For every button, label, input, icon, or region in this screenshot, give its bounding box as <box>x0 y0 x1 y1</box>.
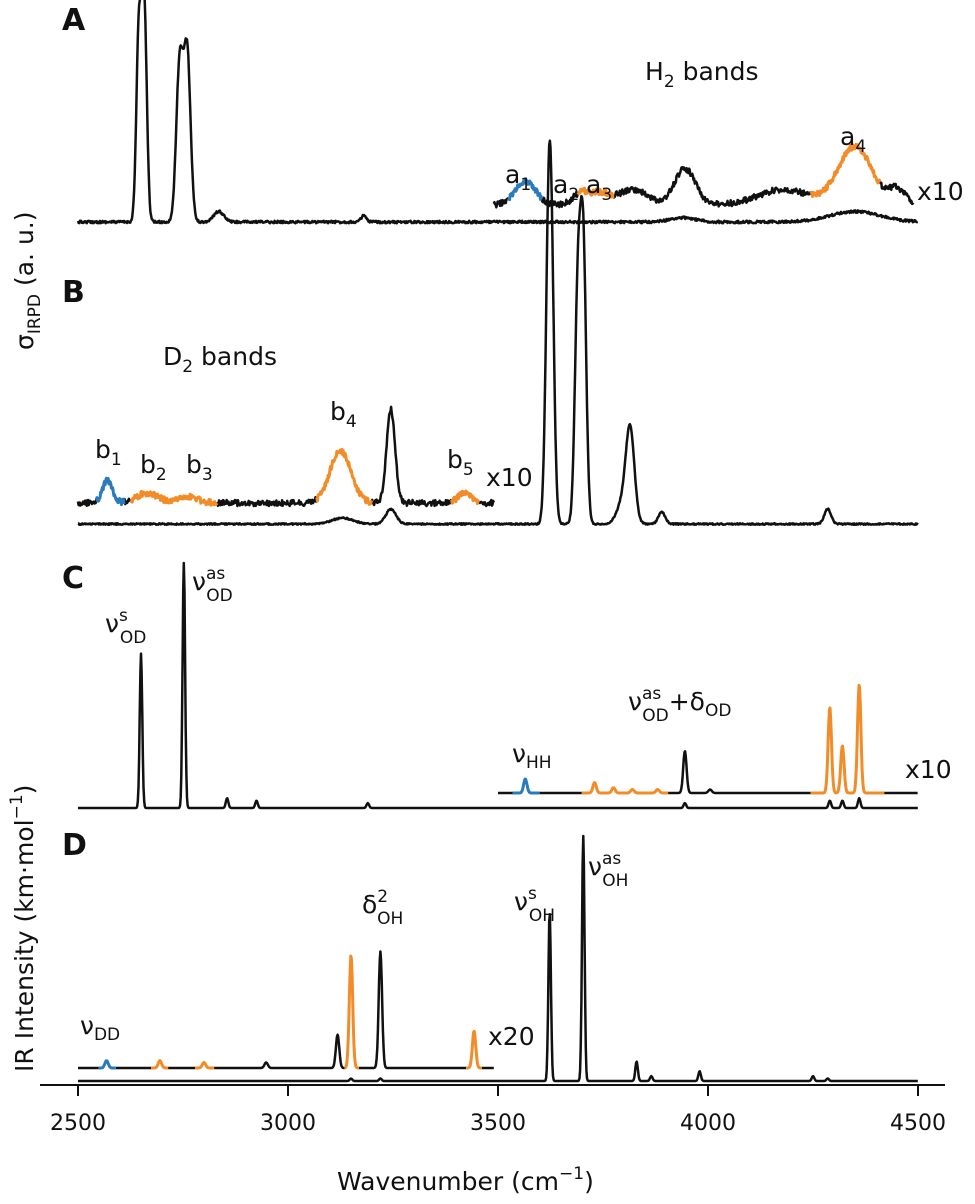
panel-b-magnified-trace-segment <box>370 405 453 508</box>
panel-d-scale-label: x20 <box>488 1022 535 1051</box>
band-label-b4: b4 <box>330 397 357 432</box>
panel-d-magnified-trace-segment <box>213 1033 346 1070</box>
band-label-b2: b2 <box>140 450 167 485</box>
panel-a-magnified-trace-segment <box>612 165 812 208</box>
panel-b-title: D2 bands <box>163 342 277 377</box>
panel-b-magnified-orange-segment <box>315 447 374 506</box>
panel-letter-c: C <box>62 561 84 596</box>
panel-c-magnified-orange-segment <box>580 781 669 795</box>
panel-c-magnified-trace-segment <box>667 750 812 795</box>
panel-d-magnified-orange-segment <box>465 1029 483 1070</box>
band-label-a1: a1 <box>505 160 531 195</box>
panel-letter-d: D <box>62 828 87 863</box>
panel-d-magnified-orange-segment <box>150 1059 169 1070</box>
mode-label-nu-s-oh: νs OH <box>514 884 555 926</box>
band-label-a4: a4 <box>840 122 866 157</box>
panel-a-magnified-trace-segment <box>492 197 509 209</box>
x-tick-label: 2500 <box>50 1111 106 1136</box>
panel-b-magnified-blue-segment <box>94 476 126 507</box>
panel-d-magnified-orange-segment <box>343 954 360 1070</box>
panel-b-scale-label: x10 <box>486 463 533 492</box>
panel-letter-a: A <box>62 3 86 38</box>
band-label-b1: b1 <box>95 435 122 470</box>
band-label-b5: b5 <box>447 445 474 480</box>
x-tick-label: 3500 <box>470 1111 526 1136</box>
panel-b-magnified-orange-segment <box>129 489 219 507</box>
band-label-a3: a3 <box>586 170 612 205</box>
panel-letter-b: B <box>62 275 85 310</box>
panel-b-magnified-orange-segment <box>450 489 481 506</box>
panel-a-magnified-orange-segment <box>809 142 882 198</box>
x-tick-label: 3000 <box>260 1111 316 1136</box>
panel-a-main-trace <box>76 0 919 225</box>
mode-label-combination: νas OD+δOD <box>628 684 731 726</box>
panel-a-magnified-trace-segment <box>878 181 915 206</box>
panel-d-magnified-trace-segment <box>358 950 467 1070</box>
band-label-a2: a2 <box>553 170 579 205</box>
panel-a-magnified-blue-segment <box>507 178 544 202</box>
y-axis-title-theory: IR Intensity (km·mol−1) <box>7 785 39 1072</box>
panel-b-magnified-trace-segment <box>76 498 98 508</box>
panel-c-magnified-orange-segment <box>809 683 886 795</box>
panel-d-magnified-orange-segment <box>194 1061 215 1070</box>
x-tick-label: 4000 <box>680 1111 736 1136</box>
y-axis-title-experiment: σIRPD (a. u.) <box>10 212 45 351</box>
mode-label-nu-dd: νDD <box>80 1011 120 1045</box>
x-ticks: 2500 3000 3500 4000 4500 <box>50 1085 946 1136</box>
panel-b-magnified-trace-segment <box>477 498 495 508</box>
panel-c-magnified-blue-segment <box>511 777 541 795</box>
x-tick-label: 4500 <box>890 1111 946 1136</box>
panel-a-magnified-orange-segment <box>576 186 615 199</box>
panel-b-main-trace <box>77 139 919 526</box>
panel-c-main-trace <box>77 561 919 810</box>
panel-d-magnified-blue-segment <box>97 1059 117 1070</box>
x-axis-title: Wavenumber (cm−1) <box>337 1164 594 1196</box>
mode-label-nu-as-oh: νas OH <box>588 849 628 891</box>
x-axis: 2500 3000 3500 4000 4500 <box>40 1084 946 1136</box>
panel-a-scale-label: x10 <box>917 177 964 206</box>
panel-c-scale-label: x10 <box>905 755 952 784</box>
mode-label-nu-hh: νHH <box>512 739 552 773</box>
panel-b-magnified-trace-segment <box>215 496 319 508</box>
panel-a-title: H2 bands <box>645 57 759 92</box>
mode-label-nu-s-od: νs OD <box>105 606 146 648</box>
mode-label-delta-oh: δ2 OH <box>362 887 403 929</box>
mode-label-nu-as-od: νas OD <box>192 564 233 606</box>
panel-d-main-trace <box>77 834 919 1083</box>
band-label-b3: b3 <box>186 450 213 485</box>
spectral-traces <box>76 0 919 1083</box>
